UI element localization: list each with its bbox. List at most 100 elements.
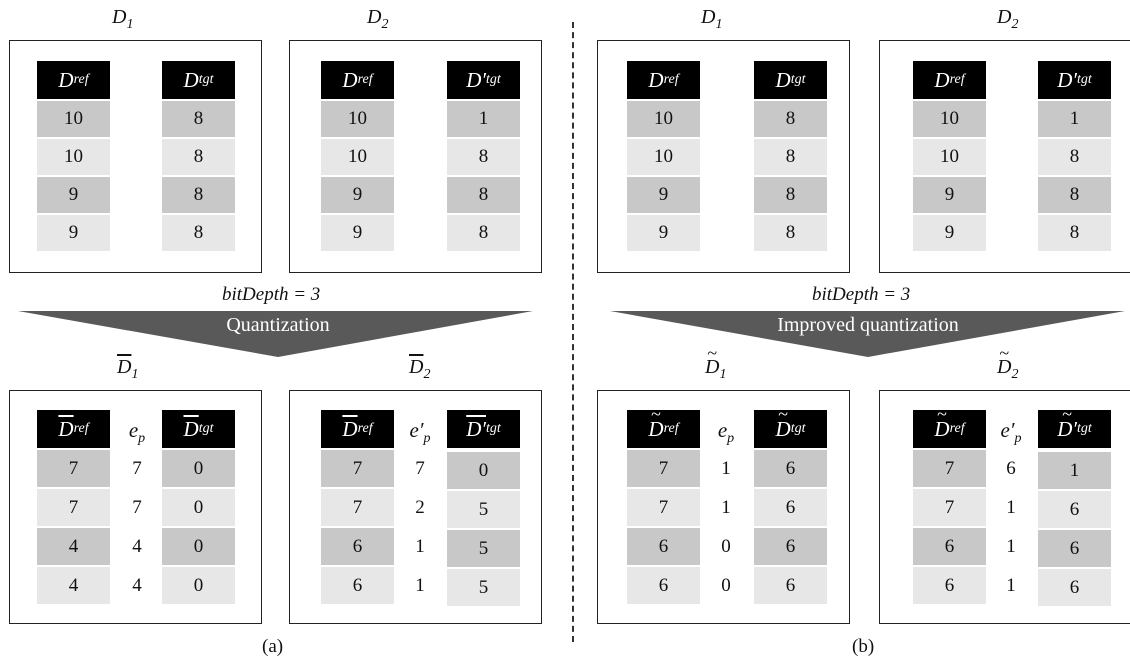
table-cell: 7 <box>37 450 110 487</box>
table-cell: 8 <box>1038 139 1111 175</box>
table-cell: 7 <box>627 450 700 487</box>
table-cell: 6 <box>1038 530 1111 567</box>
panel-a-q1-box <box>9 390 262 624</box>
table-cell: 6 <box>913 567 986 604</box>
ep-value: 1 <box>415 536 425 557</box>
ep-value: 7 <box>132 458 142 479</box>
panel-a-d1-box <box>9 40 262 273</box>
panel-a-q2-ep-header: e′p <box>409 418 431 447</box>
table-cell: 5 <box>447 530 520 567</box>
bitdepth-label: bitDepth = 3 <box>812 284 911 305</box>
panel-a-q2-tgt-header: D′ tgt <box>447 410 520 448</box>
ep-value: 7 <box>132 497 142 518</box>
table-cell: 0 <box>447 452 520 489</box>
table-cell: 9 <box>321 215 394 251</box>
table-cell: 9 <box>913 215 986 251</box>
ep-value: 1 <box>415 575 425 596</box>
table-cell: 8 <box>754 215 827 251</box>
panel-b-q1-title: D1 <box>705 343 726 383</box>
panel-a-arrow-shape <box>18 311 533 357</box>
ep-value: 4 <box>132 536 142 557</box>
ep-value: 4 <box>132 575 142 596</box>
table-cell: 9 <box>627 177 700 213</box>
table-cell: 10 <box>321 139 394 175</box>
table-cell: 6 <box>754 450 827 487</box>
table-cell: 8 <box>162 139 235 175</box>
ep-value: 0 <box>721 536 731 557</box>
table-cell: 6 <box>1038 569 1111 606</box>
panel-divider <box>572 22 574 642</box>
bitdepth-label: bitDepth = 3 <box>222 284 321 305</box>
panel-b-caption: (b) <box>852 636 875 657</box>
table-cell: 6 <box>754 528 827 565</box>
panel-a-q1-title: D1 <box>117 356 139 382</box>
table-cell: 10 <box>37 101 110 137</box>
table-cell: 6 <box>627 528 700 565</box>
table-cell: 7 <box>37 489 110 526</box>
panel-a-d2-tgt-header: D′ tgt <box>447 61 520 99</box>
table-cell: 8 <box>1038 215 1111 251</box>
table-cell: 8 <box>754 101 827 137</box>
table-cell: 9 <box>37 215 110 251</box>
table-cell: 8 <box>1038 177 1111 213</box>
table-cell: 5 <box>447 569 520 606</box>
panel-a-caption: (a) <box>262 636 284 657</box>
ep-value: 1 <box>721 458 731 479</box>
table-cell: 8 <box>447 215 520 251</box>
ep-value: 7 <box>415 458 425 479</box>
table-cell: 0 <box>162 567 235 604</box>
panel-b-q2-tgt-header: D′tgt <box>1038 404 1111 448</box>
table-cell: 6 <box>321 528 394 565</box>
table-cell: 7 <box>321 489 394 526</box>
table-cell: 1 <box>1038 452 1111 489</box>
panel-a-arrow-label: Quantization <box>226 314 330 336</box>
table-cell: 7 <box>321 450 394 487</box>
table-cell: 10 <box>37 139 110 175</box>
panel-b-arrow-label: Improved quantization <box>777 314 959 336</box>
ep-value: 1 <box>721 497 731 518</box>
panel-b-q2-title: D2 <box>997 343 1018 383</box>
ep-value: 2 <box>415 497 425 518</box>
panel-b-d1-box <box>597 40 850 273</box>
panel-b-arrow-shape <box>610 311 1125 357</box>
panel-a-q1-ep-header: ep <box>128 418 146 447</box>
table-cell: 7 <box>913 450 986 487</box>
table-cell: 6 <box>913 528 986 565</box>
table-cell: 5 <box>447 491 520 528</box>
panel-b-q2-ep-header: e′p <box>1000 418 1022 447</box>
panel-a-q2-title: D2 <box>409 356 431 382</box>
panel-b-q2-box <box>879 390 1130 624</box>
ep-value: 1 <box>1006 575 1016 596</box>
table-cell: 6 <box>754 489 827 526</box>
table-cell: 0 <box>162 489 235 526</box>
table-cell: 9 <box>321 177 394 213</box>
table-cell: 4 <box>37 567 110 604</box>
table-cell: 9 <box>627 215 700 251</box>
ep-value: 1 <box>1006 536 1016 557</box>
ep-value: 1 <box>1006 497 1016 518</box>
table-cell: 0 <box>162 528 235 565</box>
table-cell: 9 <box>37 177 110 213</box>
panel-a-q2-box <box>289 390 542 624</box>
ep-value: 0 <box>721 575 731 596</box>
table-cell: 9 <box>913 177 986 213</box>
table-cell: 8 <box>447 139 520 175</box>
panel-b-q1-ep-header: ep <box>717 418 735 447</box>
table-cell: 1 <box>1038 101 1111 137</box>
table-cell: 10 <box>627 139 700 175</box>
panel-a-d2-title: D2 <box>367 6 389 32</box>
table-cell: 10 <box>913 139 986 175</box>
table-cell: 6 <box>321 567 394 604</box>
